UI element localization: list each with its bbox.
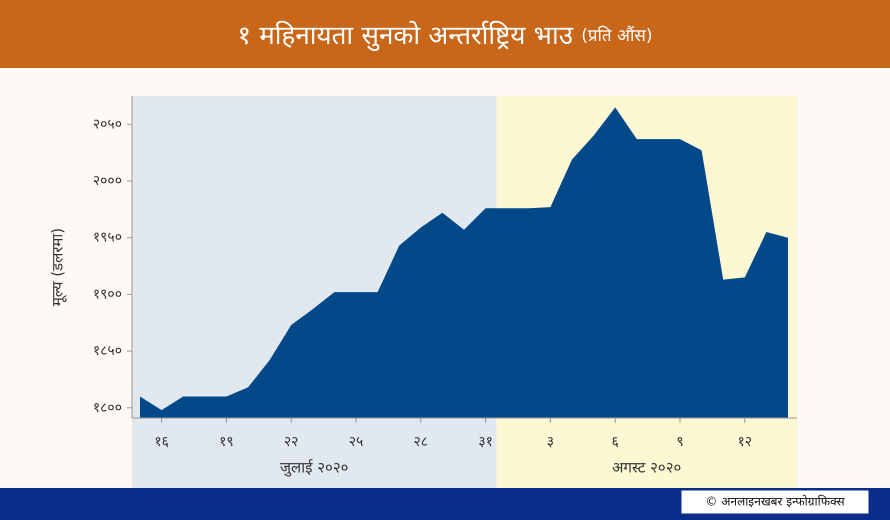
x-tick-label: २५ — [349, 434, 364, 450]
y-tick-label: १८०० — [93, 400, 122, 416]
x-tick-label: २२ — [284, 434, 299, 450]
y-tick-label: १९५० — [93, 230, 122, 246]
header-band — [0, 0, 890, 68]
x-tick-label: १६ — [154, 434, 169, 450]
x-tick-label: १९ — [219, 434, 234, 450]
x-group-label: अगस्ट २०२० — [612, 459, 681, 477]
x-tick-label: ९ — [676, 434, 683, 450]
credit-box — [680, 489, 870, 515]
y-tick-label: १८५० — [93, 343, 122, 359]
credit: © अनलाइनखबर इन्फोग्राफिक्स — [705, 495, 845, 509]
x-tick-label: २८ — [414, 434, 429, 450]
x-tick-label: ३ — [547, 434, 554, 450]
price-area — [140, 107, 788, 419]
y-tick-label: १९०० — [93, 286, 122, 302]
y-tick-label: २०५० — [93, 116, 122, 132]
chart-title: १ महिनायता सुनको अन्तर्राष्ट्रिय भाउ (प्… — [237, 20, 652, 51]
x-tick-label: ६ — [612, 434, 619, 450]
title-main: १ महिनायता सुनको अन्तर्राष्ट्रिय भाउ — [237, 20, 573, 51]
y-axis-label: मूल्य (डलरमा) — [49, 228, 68, 306]
x-tick-label: १२ — [738, 434, 753, 450]
x-tick-label: ३१ — [478, 434, 493, 450]
x-group-label: जुलाई २०२० — [280, 459, 349, 478]
subtitle: (प्रति औंस) — [581, 25, 652, 46]
y-tick-label: २००० — [93, 173, 122, 189]
